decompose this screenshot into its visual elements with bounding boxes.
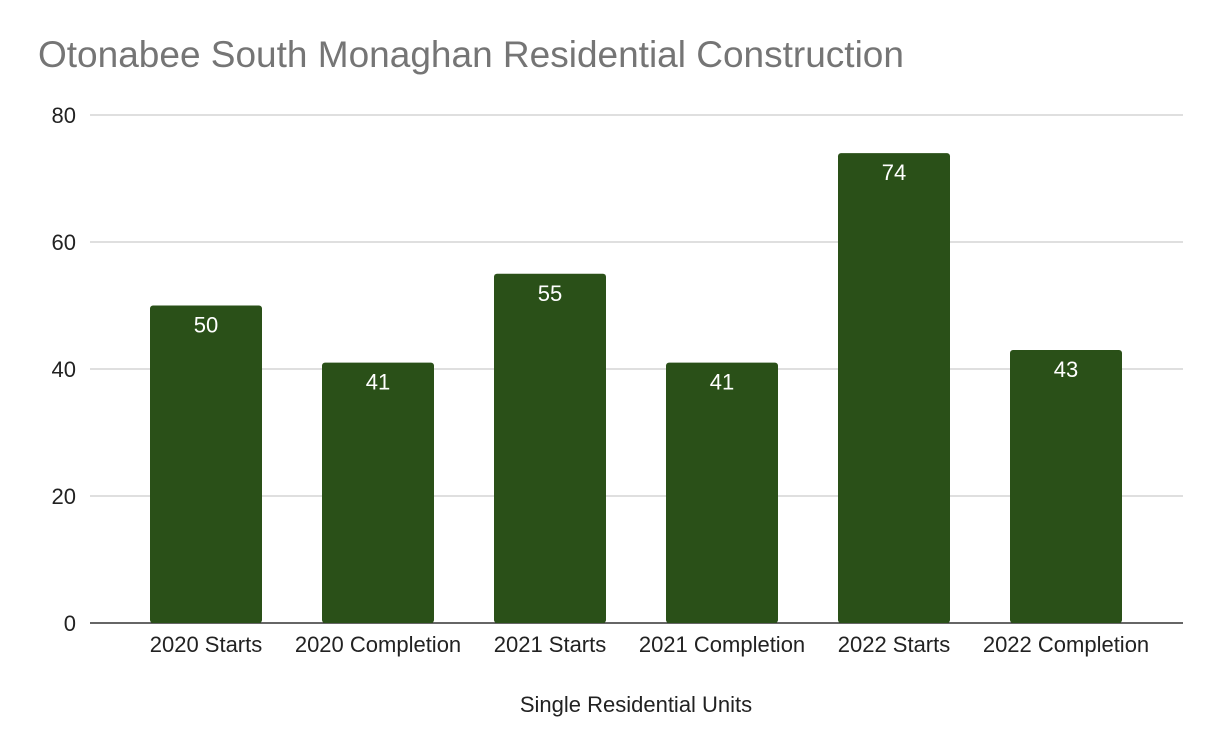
x-tick-label: 2020 Starts xyxy=(150,632,263,657)
x-tick-labels: 2020 Starts 2020 Completion 2021 Starts 202… xyxy=(150,632,1149,657)
bar xyxy=(1010,349,1122,623)
y-tick-label: 80 xyxy=(52,103,76,128)
y-tick-label: 0 xyxy=(64,611,76,636)
y-tick-label: 20 xyxy=(52,484,76,509)
data-label: 74 xyxy=(882,160,906,185)
y-tick-label: 60 xyxy=(52,230,76,255)
bar xyxy=(150,305,262,623)
x-tick-label: 2022 Starts xyxy=(838,632,951,657)
bar xyxy=(494,273,606,623)
bar xyxy=(666,362,778,623)
y-tick-labels: 0 20 40 60 80 xyxy=(52,103,76,636)
x-tick-label: 2020 Completion xyxy=(295,632,461,657)
x-tick-label: 2022 Completion xyxy=(983,632,1149,657)
data-label: 43 xyxy=(1054,357,1078,382)
x-tick-label: 2021 Completion xyxy=(639,632,805,657)
data-label: 41 xyxy=(366,370,390,395)
x-tick-label: 2021 Starts xyxy=(494,632,607,657)
bars: 50 41 55 41 74 43 xyxy=(150,153,1122,623)
y-tick-label: 40 xyxy=(52,357,76,382)
grid-lines xyxy=(90,114,1183,624)
data-label: 50 xyxy=(194,313,218,338)
data-label: 41 xyxy=(710,370,734,395)
bar xyxy=(838,153,950,623)
chart-title: Otonabee South Monaghan Residential Cons… xyxy=(38,34,904,75)
x-axis-title: Single Residential Units xyxy=(519,692,753,717)
bar xyxy=(322,362,434,623)
data-label: 55 xyxy=(538,281,562,306)
